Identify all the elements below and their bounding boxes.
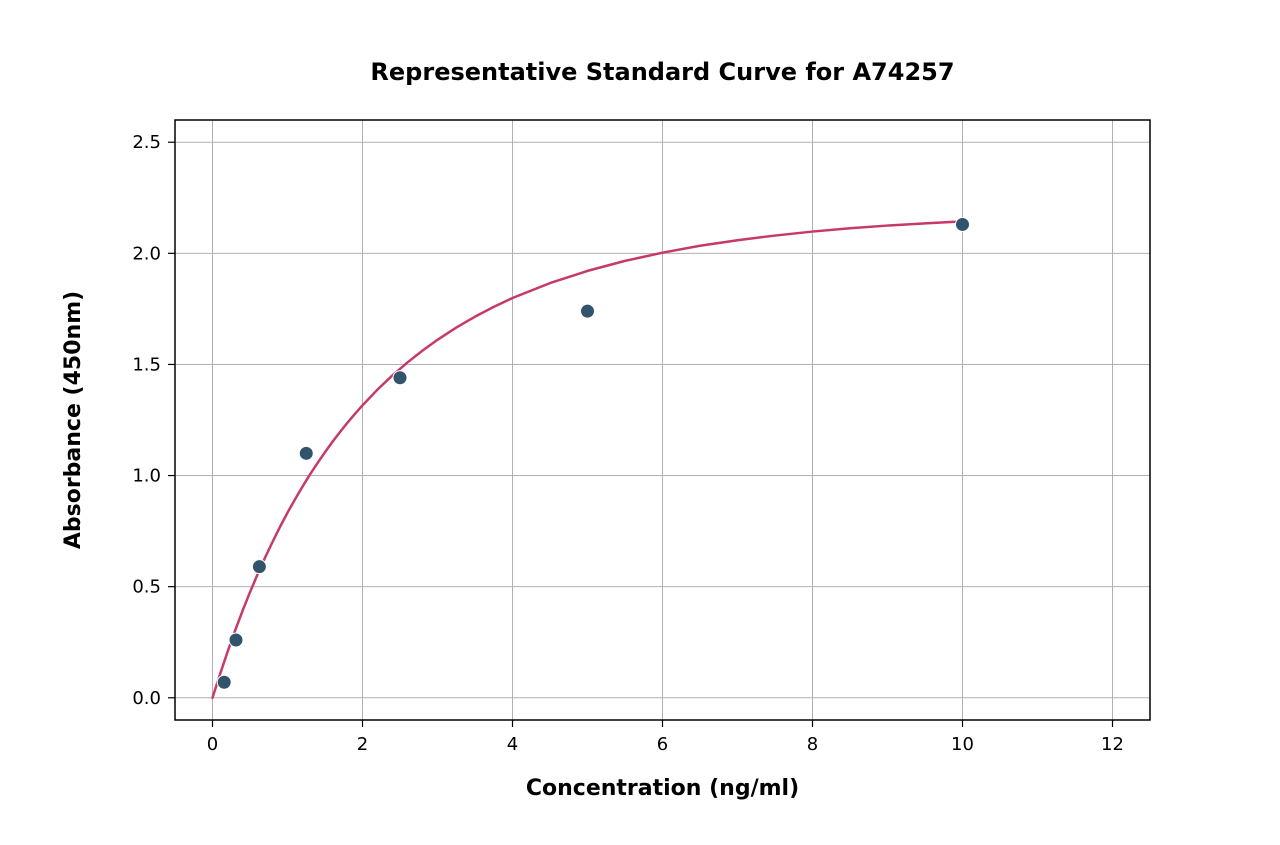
data-point (252, 560, 266, 574)
y-tick-label: 1.0 (132, 466, 161, 487)
y-tick-label: 2.0 (132, 243, 161, 264)
data-point (393, 371, 407, 385)
y-tick-label: 1.5 (132, 354, 161, 375)
chart-background (0, 0, 1280, 845)
data-point (581, 304, 595, 318)
y-tick-label: 0.0 (132, 688, 161, 709)
y-axis-label: Absorbance (450nm) (61, 291, 86, 549)
x-tick-label: 0 (207, 734, 218, 755)
data-point (299, 446, 313, 460)
x-axis-label: Concentration (ng/ml) (526, 776, 799, 801)
chart-title: Representative Standard Curve for A74257 (370, 58, 954, 86)
data-point (956, 217, 970, 231)
chart-container: 0 2 4 6 8 10 12 0.0 0.5 1.0 1.5 2.0 2.5 Representativ… (0, 0, 1280, 845)
x-tick-label: 10 (951, 734, 974, 755)
y-tick-label: 2.5 (132, 132, 161, 153)
x-tick-label: 2 (357, 734, 368, 755)
y-tick-label: 0.5 (132, 577, 161, 598)
x-tick-label: 6 (657, 734, 668, 755)
x-tick-label: 8 (807, 734, 818, 755)
data-point (229, 633, 243, 647)
data-point (217, 675, 231, 689)
standard-curve-chart: 0 2 4 6 8 10 12 0.0 0.5 1.0 1.5 2.0 2.5 Representativ… (0, 0, 1280, 845)
x-tick-label: 4 (507, 734, 518, 755)
x-tick-label: 12 (1101, 734, 1124, 755)
